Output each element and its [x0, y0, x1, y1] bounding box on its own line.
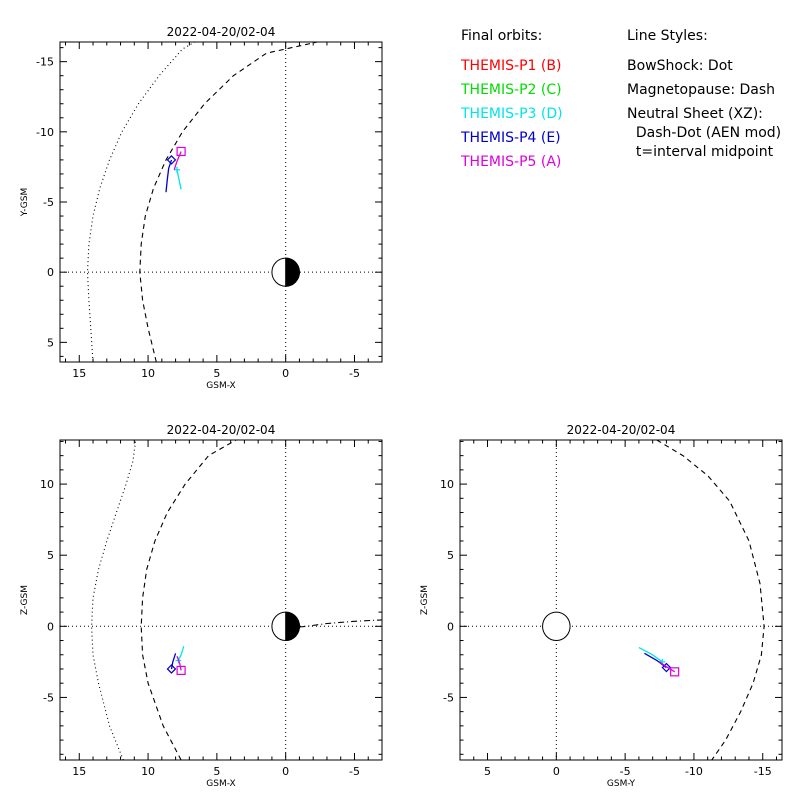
- axis-ticks: [60, 440, 383, 760]
- legend-style-neutral-sheet-detail: Dash-Dot (AEN mod): [627, 125, 781, 141]
- orbit-themis-p4-e-track: [170, 653, 177, 670]
- x-tick-label: 5: [213, 765, 220, 778]
- orbit-themis-p3-d-marker: [173, 166, 180, 173]
- orbit-themis-p5-a-track: [176, 655, 182, 671]
- plot-title: 2022-04-20/02-04: [167, 423, 276, 437]
- plot-frame: [459, 439, 783, 761]
- legend-styles-heading: Line Styles:: [627, 28, 708, 44]
- y-axis-label: Z-GSM: [420, 585, 430, 615]
- legend-orbit-p2: THEMIS-P2 (C): [460, 82, 562, 98]
- x-tick-label: -5: [349, 367, 360, 380]
- x-tick-label: 10: [141, 367, 155, 380]
- plot-3: 5 0 -5 -10 -15 -5 0 5 10 2022-04-20/02-04 GSM-Y Z-G…: [420, 423, 783, 789]
- x-tick-label: 10: [141, 765, 155, 778]
- legend-orbit-p3: THEMIS-P3 (D): [460, 106, 563, 122]
- boundary-neutral-sheet: [299, 619, 382, 628]
- boundary-magnetopause: [656, 440, 765, 760]
- legend-orbit-p1: THEMIS-P1 (B): [460, 58, 561, 74]
- legend-orbit-p4: THEMIS-P4 (E): [460, 130, 561, 146]
- boundary-magnetopause: [140, 440, 237, 760]
- y-tick-label: 10: [40, 478, 54, 491]
- boundary-bowshock: [91, 440, 137, 760]
- orbit-themis-p5-a-marker: [176, 146, 186, 157]
- legend-style-bowshock: BowShock: Dot: [627, 58, 733, 74]
- orbit-plots: 15 10 5 0 -5 -15 -10 -5 0 5 2022-04-20/02-04 GSM-X Y…: [20, 25, 783, 789]
- plot-content: [542, 440, 765, 760]
- orbit-themis-p3-d-track: [638, 647, 663, 663]
- plot-content: [86, 42, 318, 362]
- orbit-themis-p5-a-track: [173, 151, 182, 170]
- x-tick-label: 0: [553, 765, 560, 778]
- axis-ticks: [60, 42, 383, 362]
- orbit-themis-p5-a-marker: [670, 667, 680, 677]
- x-tick-label: 0: [282, 367, 289, 380]
- y-tick-label: -15: [36, 56, 54, 69]
- orbit-themis-p4-e-track: [165, 159, 173, 193]
- x-tick-label: 0: [282, 765, 289, 778]
- earth-night-side: [285, 611, 300, 642]
- x-tick-label: 5: [484, 765, 491, 778]
- plot-2: 15 10 5 0 -5 -5 0 5 10 2022-04-20/02-04 GSM-X Z-GSM: [20, 423, 383, 789]
- x-tick-label: -5: [620, 765, 631, 778]
- legend-orbits-heading: Final orbits:: [461, 28, 542, 44]
- y-tick-label: -5: [443, 691, 454, 704]
- orbit-themis-p4-e-marker: [166, 664, 177, 674]
- y-axis-label: Z-GSM: [20, 585, 30, 615]
- plot-title: 2022-04-20/02-04: [567, 423, 676, 437]
- y-tick-label: -10: [36, 126, 54, 139]
- x-axis-label: GSM-Y: [607, 779, 636, 789]
- y-tick-label: 5: [47, 549, 54, 562]
- plot-frame: [59, 41, 383, 363]
- plot-content: [91, 440, 382, 760]
- boundary-bowshock: [86, 42, 196, 362]
- y-tick-label: 5: [47, 336, 54, 349]
- y-tick-label: 0: [47, 266, 54, 279]
- legend-style-magnetopause: Magnetopause: Dash: [627, 82, 775, 98]
- y-tick-label: 10: [440, 478, 454, 491]
- orbit-themis-p5-a-marker: [176, 665, 186, 676]
- plot-frame: [59, 439, 383, 761]
- y-tick-label: 0: [447, 620, 454, 633]
- x-tick-label: -10: [685, 765, 703, 778]
- plot-1: 15 10 5 0 -5 -15 -10 -5 0 5 2022-04-20/02-04 GSM-X Y…: [20, 25, 383, 391]
- legend-orbit-p5: THEMIS-P5 (A): [460, 154, 561, 170]
- orbit-themis-p3-d-track: [177, 646, 185, 661]
- x-tick-label: -5: [349, 765, 360, 778]
- x-tick-label: 15: [72, 765, 86, 778]
- earth-night-side: [285, 257, 300, 287]
- axis-ticks: [459, 440, 782, 760]
- x-tick-label: 5: [213, 367, 220, 380]
- orbit-themis-p4-e-marker: [661, 662, 672, 673]
- x-tick-label: 15: [72, 367, 86, 380]
- y-tick-label: 0: [47, 620, 54, 633]
- y-tick-label: 5: [447, 549, 454, 562]
- legend: Final orbits: THEMIS-P1 (B) THEMIS-P2 (C…: [460, 28, 781, 170]
- x-axis-label: GSM-X: [206, 381, 235, 391]
- orbit-themis-p4-e-marker: [166, 155, 177, 165]
- orbit-themis-p4-e-track: [644, 652, 667, 669]
- earth-icon: [542, 611, 571, 642]
- y-tick-label: -5: [43, 691, 54, 704]
- boundary-magnetopause: [139, 42, 318, 362]
- plot-title: 2022-04-20/02-04: [167, 25, 276, 39]
- legend-style-interval-note: t=interval midpoint: [627, 144, 774, 160]
- orbit-themis-p5-a-track: [659, 661, 676, 673]
- orbit-themis-p3-d-track: [176, 169, 182, 190]
- x-tick-label: -15: [754, 765, 772, 778]
- legend-style-neutral-sheet: Neutral Sheet (XZ):: [627, 106, 763, 122]
- y-tick-label: -5: [43, 196, 54, 209]
- x-axis-label: GSM-X: [206, 779, 235, 789]
- y-axis-label: Y-GSM: [20, 188, 30, 217]
